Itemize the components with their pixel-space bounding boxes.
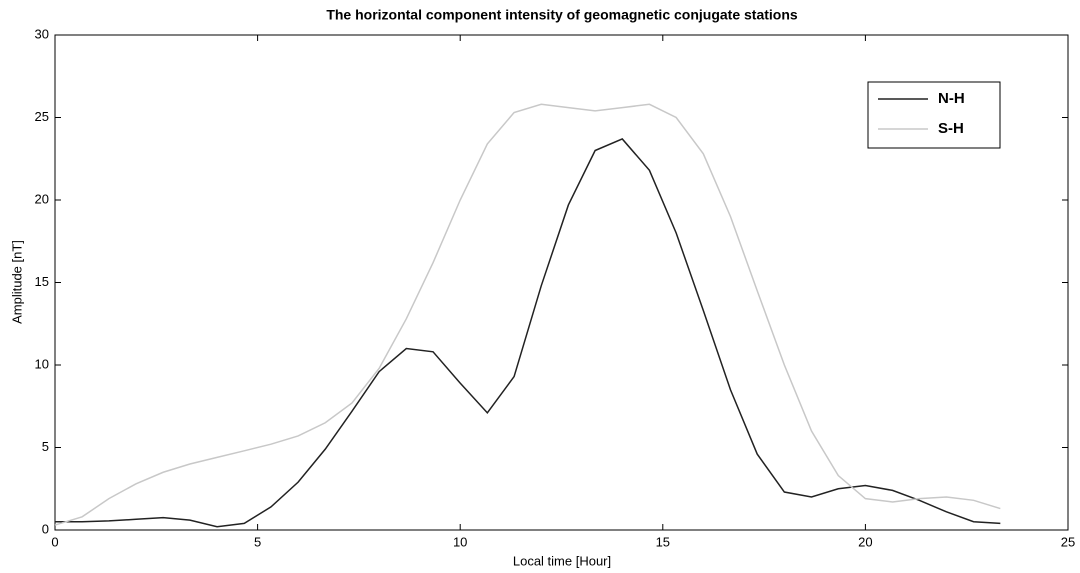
y-tick-label: 30 <box>35 26 49 41</box>
line-series <box>54 103 1001 526</box>
y-axis-label: Amplitude [nT] <box>9 240 24 324</box>
y-tick-label: 20 <box>35 191 49 206</box>
x-axis-label: Local time [Hour] <box>513 553 611 568</box>
y-tick-label: 0 <box>42 521 49 536</box>
x-tick-label: 20 <box>858 534 872 549</box>
x-tick-label: 10 <box>453 534 467 549</box>
y-tick-label: 25 <box>35 109 49 124</box>
y-tick-label: 15 <box>35 274 49 289</box>
x-tick-label: 25 <box>1061 534 1075 549</box>
legend-label: S-H <box>938 120 964 137</box>
chart-title: The horizontal component intensity of ge… <box>326 7 798 23</box>
legend-box <box>867 81 1001 149</box>
legend-label: N-H <box>938 90 965 107</box>
x-tick-label: 0 <box>51 534 58 549</box>
y-tick-label: 10 <box>35 356 49 371</box>
line-series <box>55 138 1001 528</box>
x-tick-label: 5 <box>254 534 261 549</box>
x-tick-label: 15 <box>656 534 670 549</box>
y-tick-label: 5 <box>42 439 49 454</box>
